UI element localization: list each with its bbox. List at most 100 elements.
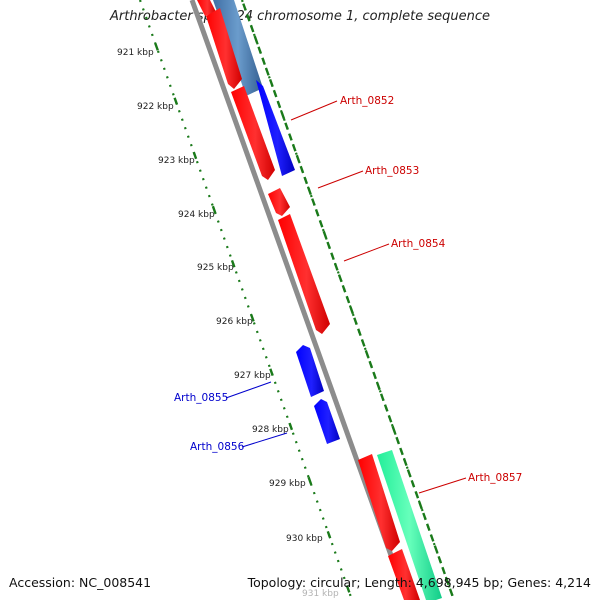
tick-label: 930 kbp [286,534,323,544]
tick-dash [402,458,408,466]
tick-dash [173,97,179,105]
tick-dash [322,230,328,239]
tick-dash [288,133,293,141]
genes-label: Genes: [507,575,552,590]
tick-dash [154,43,159,51]
tick-label: 921 kbp [117,48,154,58]
tick-dash [192,151,198,160]
tick-dash [265,68,270,76]
tick-label: 931 kbp [302,589,339,599]
tick-dash [307,187,312,195]
tick-dash [433,545,439,553]
accession-value: NC_008541 [79,575,152,590]
tick-dash [295,154,301,163]
tick-dash [318,220,324,228]
cds-arrow-forward[interactable] [197,0,216,16]
leader-arth-0854 [343,243,390,262]
cds-arrow-forward[interactable] [231,86,275,180]
gene-label-arth-0852[interactable]: Arth_0852 [340,95,394,107]
gene-labels[interactable]: Arth_0852 Arth_0853 Arth_0854 Arth_0855 … [174,95,522,484]
reverse-track-top [213,0,263,96]
tick-dash [364,350,370,358]
cds-arrow-forward[interactable] [358,454,400,551]
gene-label-arth-0856[interactable]: Arth_0856 [190,441,245,453]
tick-label: 922 kbp [137,102,174,112]
tick-dash [391,425,397,434]
tick-dash [368,360,374,369]
tick-dash [406,469,412,477]
cds-arrow-forward[interactable] [206,8,242,89]
cds-arrow-reverse[interactable] [296,345,324,397]
tick-dash [395,436,401,445]
tick-dash [276,100,282,109]
tick-label: 927 kbp [234,371,271,381]
length-value: 4,698,945 bp [415,575,500,590]
topology-value: circular [310,575,357,590]
tick-marks [154,3,454,596]
leader-arth-0853 [317,170,364,189]
gene-label-arth-0857[interactable]: Arth_0857 [468,472,522,484]
tick-dash [387,415,393,423]
tick-labels: 921 kbp 922 kbp 923 kbp 924 kbp 925 kbp … [117,48,339,599]
tick-label: 928 kbp [252,425,289,435]
tick-dash [360,339,366,347]
tick-dash [448,588,454,596]
tick-dash [333,263,339,271]
tick-label: 925 kbp [197,263,234,273]
cds-arrow-reverse[interactable] [314,399,340,444]
tick-dash [372,371,377,380]
cds-arrow-forward[interactable] [268,188,290,216]
tick-dash [341,285,347,293]
tick-dash [253,35,259,44]
tick-label: 924 kbp [178,210,215,220]
tick-dash [326,241,332,250]
gene-leader-lines [225,100,467,494]
topology-label: Topology: [247,575,307,590]
gene-label-arth-0854[interactable]: Arth_0854 [391,238,446,250]
tick-dash [345,585,351,593]
tick-dash [303,176,309,185]
genes-value: 4,214 [555,575,591,590]
accession-label: Accession: [9,575,76,590]
tick-dash [330,252,335,260]
tick-dash [437,556,443,564]
tick-dash [307,476,313,485]
tick-dash [269,368,274,376]
cds-arrow-reverse[interactable] [256,80,295,176]
tick-dash [337,274,343,282]
tick-dash [249,24,255,33]
tick-dash [353,317,358,325]
tick-dash [299,165,305,174]
tick-dash [291,144,297,152]
tick-dash [272,89,278,98]
tick-dash [280,111,286,120]
leader-arth-0852 [290,100,338,121]
tick-dash [268,79,274,87]
tick-label: 929 kbp [269,479,306,489]
rna-track [377,450,442,600]
genome-stats: Topology: circular; Length: 4,698,945 bp… [247,575,591,590]
tick-dash [441,566,446,575]
leader-arth-0856 [241,432,288,448]
tick-dash [357,328,362,336]
tick-dash [383,404,389,412]
reverse-cds-features[interactable] [256,80,340,444]
tick-dash [349,306,355,315]
tick-dash [410,480,416,488]
gene-label-arth-0855[interactable]: Arth_0855 [174,392,228,404]
tick-dash [284,122,289,130]
tick-dash [376,382,381,391]
tick-dash [429,534,435,542]
gene-label-arth-0853[interactable]: Arth_0853 [365,165,419,177]
forward-cds-features[interactable] [197,0,420,600]
tick-dash [418,501,423,510]
cds-arrow-forward[interactable] [278,214,330,334]
leader-arth-0855 [225,381,272,399]
tick-label: 923 kbp [158,156,195,166]
cds-arrow-forward[interactable] [388,549,420,600]
tick-dash [445,577,450,586]
tick-dash [245,14,251,22]
leader-arth-0857 [418,477,467,494]
tick-dash [425,523,431,531]
